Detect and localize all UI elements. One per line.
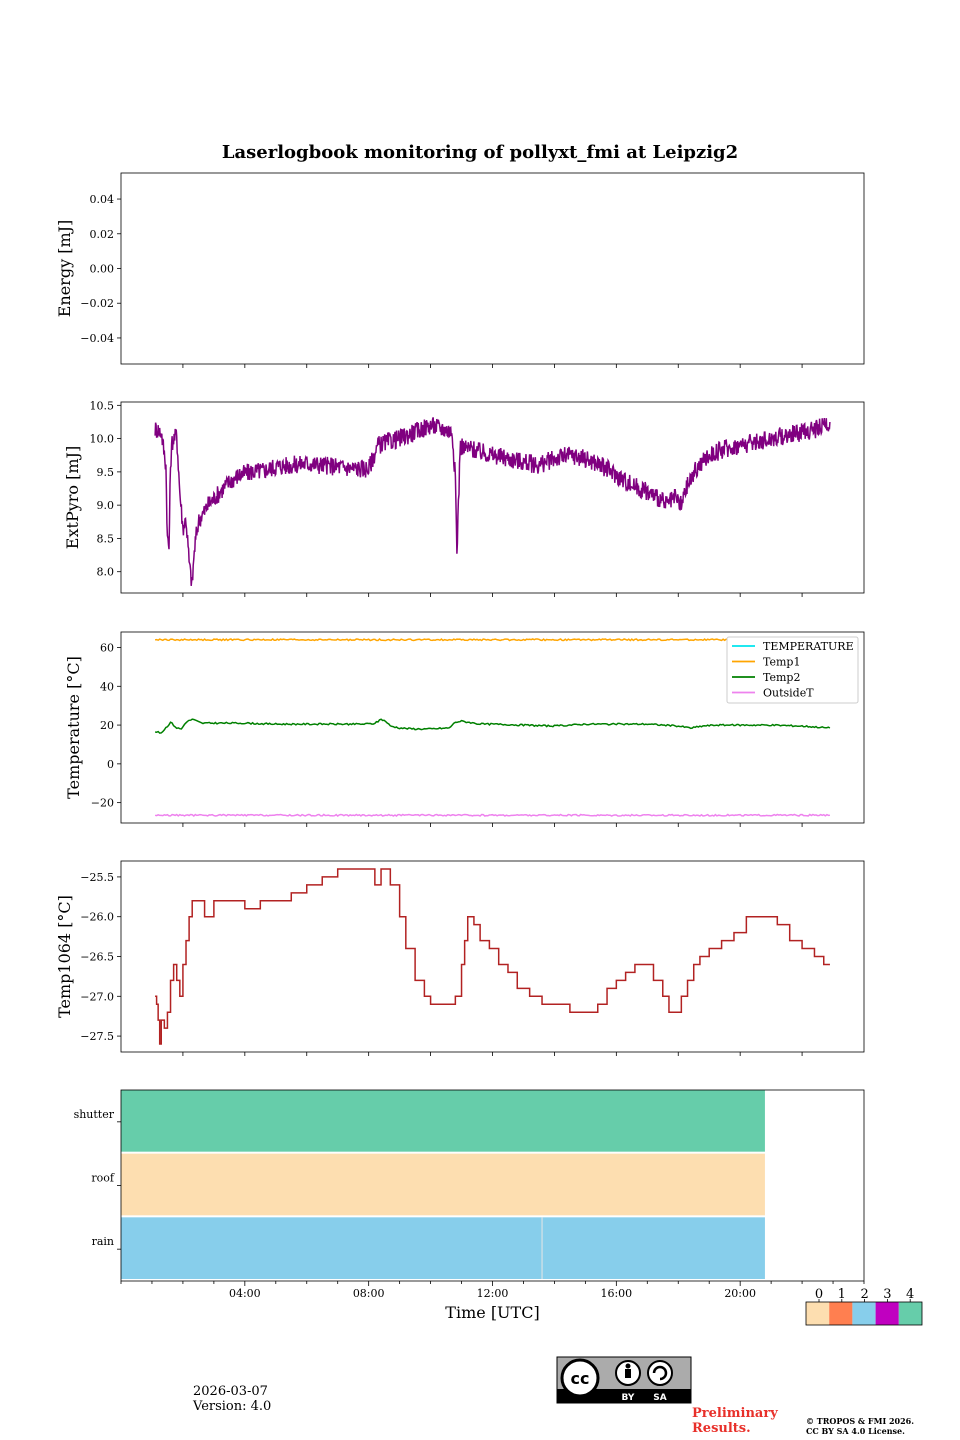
- ytick-label: −27.5: [80, 1030, 114, 1043]
- xtick-label: 12:00: [477, 1287, 509, 1300]
- row-label-rain: rain: [92, 1235, 114, 1248]
- copyright-notice: © TROPOS & FMI 2026. CC BY SA 4.0 Licens…: [806, 1416, 914, 1436]
- colorbar-tick-label: 4: [906, 1287, 914, 1302]
- y-axis-label: Energy [mJ]: [55, 220, 74, 318]
- ytick-label: 0.02: [90, 228, 115, 241]
- xtick-label: 20:00: [724, 1287, 756, 1300]
- sa-label: SA: [653, 1393, 666, 1403]
- legend: TEMPERATURE Temp1 Temp2 OutsideT: [726, 636, 859, 704]
- colorbar-tick-label: 2: [860, 1287, 868, 1302]
- footer-version: Version: 4.0: [193, 1399, 272, 1414]
- y-axis-label: Temp1064 [°C]: [55, 895, 74, 1018]
- ytick-label: 9.0: [97, 499, 115, 512]
- status-cell-rain: [542, 1217, 765, 1279]
- ytick-label: −26.5: [80, 951, 114, 964]
- ytick-label: 10.5: [90, 399, 115, 412]
- copyright-line1: © TROPOS & FMI 2026.: [806, 1416, 915, 1426]
- ytick-label: −25.5: [80, 871, 114, 884]
- panel-temp1064: −25.5 −26.0 −26.5 −27.0 −27.5 Temp1064 [°C]: [55, 860, 865, 1056]
- colorbar-swatch: [875, 1302, 899, 1325]
- series-line-outsidet: [154, 813, 830, 817]
- xtick-label: 04:00: [229, 1287, 261, 1300]
- colorbar-swatch: [898, 1302, 922, 1325]
- axes-frame: [120, 401, 865, 594]
- copyright-line2: CC BY SA 4.0 License.: [806, 1426, 905, 1436]
- status-cell-rain: [121, 1217, 543, 1279]
- colorbar-frame: [805, 1301, 923, 1326]
- x-axis-label: Time [UTC]: [445, 1303, 539, 1322]
- footer-date: 2026-03-07: [193, 1384, 268, 1399]
- axes-frame: [120, 1089, 865, 1282]
- ytick-label: −27.0: [80, 990, 114, 1003]
- ytick-label: −20: [91, 797, 114, 810]
- ytick-label: 60: [100, 642, 114, 655]
- ytick-label: 0.00: [90, 263, 115, 276]
- axes-frame: [120, 860, 865, 1053]
- y-axis-label: Temperature [°C]: [64, 656, 83, 799]
- series-line-temp1: [154, 637, 830, 642]
- colorbar-tick-label: 3: [883, 1287, 891, 1302]
- ytick-label: 10.0: [90, 433, 115, 446]
- colorbar-swatch: [852, 1302, 876, 1325]
- series-line-temp1064: [155, 868, 830, 1045]
- ytick-label: 0.04: [90, 193, 115, 206]
- chart-title: Laserlogbook monitoring of pollyxt_fmi a…: [222, 142, 738, 163]
- legend-entry: TEMPERATURE: [763, 640, 854, 653]
- panel-status: shutter roof rain 04:00 08:00 12:00 16:00 20:00…: [74, 1089, 865, 1322]
- ytick-label: 20: [100, 719, 114, 732]
- ytick-label: 8.5: [97, 532, 115, 545]
- cc-logo-icon: [560, 1358, 600, 1398]
- ytick-label: 9.5: [97, 466, 115, 479]
- row-label-shutter: shutter: [74, 1108, 115, 1121]
- panel-extpyro: 10.5 10.0 9.5 9.0 8.5 8.0 ExtPyro [mJ]: [63, 399, 865, 597]
- colorbar-tick-label: 0: [815, 1287, 823, 1302]
- ytick-label: −0.02: [80, 297, 114, 310]
- axes-frame: [120, 631, 865, 824]
- colorbar-swatch: [806, 1302, 830, 1325]
- panel-temperature: 60 40 20 0 −20 Temperature [°C] TEMPERATURE Tem…: [64, 631, 865, 827]
- by-label: BY: [622, 1393, 635, 1403]
- legend-entry: OutsideT: [763, 687, 814, 700]
- legend-box: [726, 636, 859, 704]
- row-label-roof: roof: [91, 1172, 115, 1185]
- xtick-label: 16:00: [600, 1287, 632, 1300]
- ytick-label: −0.04: [80, 332, 114, 345]
- cc-logo-text: cc: [571, 1369, 590, 1388]
- series-line-extpyro: [154, 417, 831, 586]
- colorbar-tick-label: 1: [838, 1287, 846, 1302]
- legend-entry: Temp2: [763, 671, 800, 684]
- ytick-label: −26.0: [80, 911, 114, 924]
- sa-sharealike-icon: [647, 1360, 673, 1386]
- status-cell-roof: [121, 1153, 765, 1216]
- axes-frame: [120, 172, 865, 365]
- xtick-label: 08:00: [353, 1287, 385, 1300]
- ytick-label: 40: [100, 680, 114, 693]
- cc-license-badge[interactable]: cc BY SA: [556, 1356, 692, 1404]
- y-axis-label: ExtPyro [mJ]: [63, 446, 82, 549]
- ytick-label: 8.0: [97, 566, 115, 579]
- preliminary-line2: Results.: [692, 1421, 751, 1436]
- preliminary-notice: Preliminary Results.: [692, 1406, 778, 1436]
- colorbar-swatch: [829, 1302, 853, 1325]
- preliminary-line1: Preliminary: [692, 1406, 778, 1421]
- ytick-label: 0: [107, 758, 114, 771]
- series-line-temp2: [155, 718, 831, 734]
- panel-energy: 0.04 0.02 0.00 −0.02 −0.04 Energy [mJ]: [55, 172, 865, 368]
- legend-entry: Temp1: [763, 656, 800, 669]
- status-cell-shutter: [121, 1090, 765, 1152]
